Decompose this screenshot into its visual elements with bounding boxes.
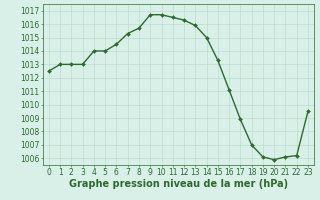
X-axis label: Graphe pression niveau de la mer (hPa): Graphe pression niveau de la mer (hPa) xyxy=(69,179,288,189)
